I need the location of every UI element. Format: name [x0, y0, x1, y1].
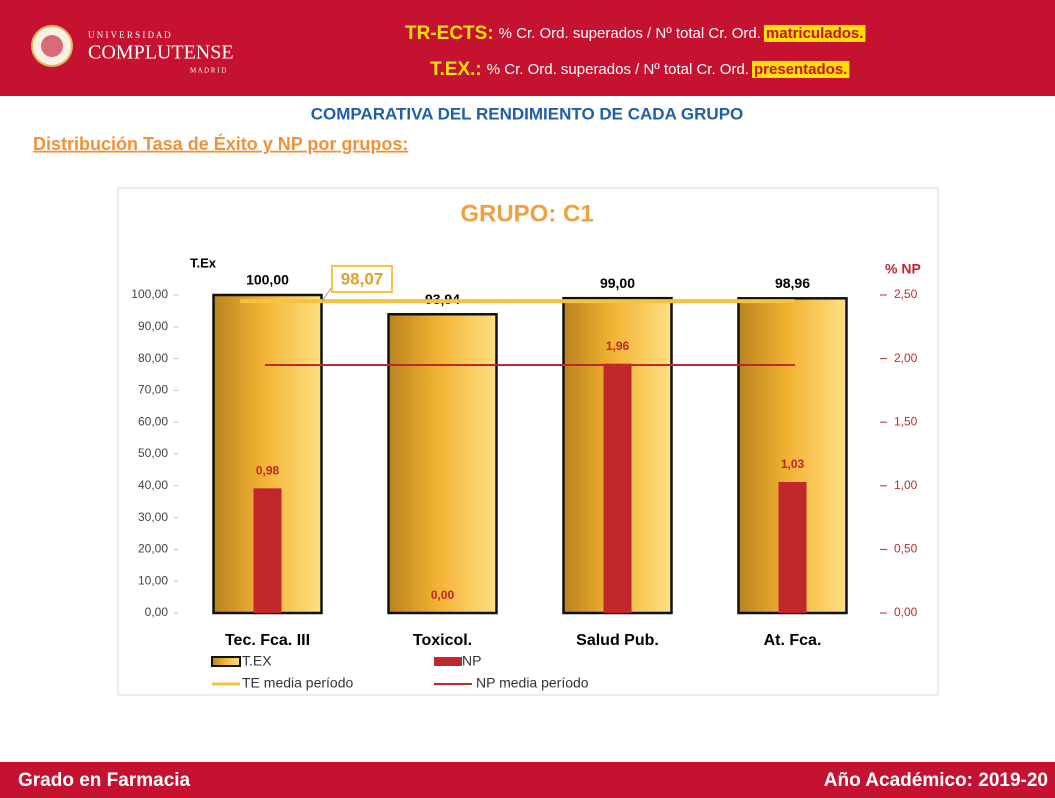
logo-name: COMPLUTENSE	[88, 42, 234, 64]
callout-box	[331, 265, 393, 293]
logo-top: U N I V E R S I D A D	[88, 30, 171, 40]
legend-swatch	[434, 657, 462, 666]
header-line: TR-ECTS: % Cr. Ord. superados / Nº total …	[405, 23, 863, 44]
y-tick-label: 90,00	[138, 319, 168, 333]
y2-tick-label: 2,00	[894, 351, 918, 365]
bar	[387, 313, 498, 615]
legend-label: TE media período	[242, 675, 353, 691]
bar	[603, 363, 632, 613]
chart-title: GRUPO: C1	[460, 200, 593, 227]
highlight-bg	[751, 60, 850, 78]
footer-right: Año Académico: 2019-20	[824, 770, 1048, 791]
x-tick-label: Toxicol.	[413, 632, 472, 649]
y2-axis-title: % NP	[885, 261, 921, 277]
logo-seal-inner	[41, 35, 63, 57]
bar-value-label: 100,00	[246, 272, 289, 288]
definition: % Cr. Ord. superados / Nº total Cr. Ord.	[499, 25, 761, 42]
legend-label: NP media período	[476, 675, 589, 691]
term: T.EX.:	[430, 59, 482, 80]
y-tick-label: 50,00	[138, 446, 168, 460]
bar-value-label: 93,94	[425, 291, 460, 307]
y2-tick-label: 0,00	[894, 605, 918, 619]
y-axis-title: T.Ex	[190, 255, 217, 270]
y-tick-label: 40,00	[138, 478, 168, 492]
header-band	[0, 0, 1055, 96]
y-tick-label: 10,00	[138, 573, 168, 587]
reference-label: 98,07	[341, 269, 384, 288]
definition: % Cr. Ord. superados / Nº total Cr. Ord.	[487, 61, 749, 78]
x-tick-label: Salud Pub.	[576, 632, 659, 649]
y-tick-label: 70,00	[138, 383, 168, 397]
y-tick-label: 0,00	[145, 605, 169, 619]
bar-value-label: 0,00	[431, 588, 455, 602]
y2-tick-label: 1,50	[894, 414, 918, 428]
y2-tick-label: 1,00	[894, 478, 918, 492]
heading: COMPARATIVA DEL RENDIMIENTO DE CADA GRUP…	[311, 104, 744, 123]
y-tick-label: 20,00	[138, 542, 168, 556]
highlight-bg	[763, 24, 866, 42]
header-line: T.EX.: % Cr. Ord. superados / Nº total Cr…	[430, 59, 847, 80]
bar	[778, 481, 807, 613]
legend-swatch	[211, 656, 241, 667]
highlight: presentados.	[754, 61, 847, 78]
bar-value-label: 1,03	[781, 457, 805, 471]
logo-bottom: M A D R I D	[190, 67, 226, 75]
callout-connector	[321, 286, 333, 302]
y-tick-label: 30,00	[138, 510, 168, 524]
highlight: matriculados.	[766, 25, 864, 42]
bar-value-label: 0,98	[256, 464, 280, 478]
bar	[253, 488, 282, 613]
y-tick-label: 60,00	[138, 414, 168, 428]
y2-tick-label: 0,50	[894, 542, 918, 556]
footer-left: Grado en Farmacia	[18, 770, 191, 791]
legend-label: T.EX	[242, 653, 272, 669]
x-tick-label: Tec. Fca. III	[225, 632, 310, 649]
bar-value-label: 98,96	[775, 275, 810, 291]
bar-value-label: 1,96	[606, 339, 630, 353]
y-tick-label: 100,00	[131, 287, 168, 301]
y2-tick-label: 2,50	[894, 287, 918, 301]
subheading: Distribución Tasa de Éxito y NP por grup…	[33, 133, 408, 154]
x-tick-label: At. Fca.	[764, 632, 822, 649]
y-tick-label: 80,00	[138, 351, 168, 365]
term: TR-ECTS:	[405, 23, 494, 44]
footer-band	[0, 762, 1055, 798]
bar-value-label: 99,00	[600, 275, 635, 291]
legend-label: NP	[462, 653, 481, 669]
